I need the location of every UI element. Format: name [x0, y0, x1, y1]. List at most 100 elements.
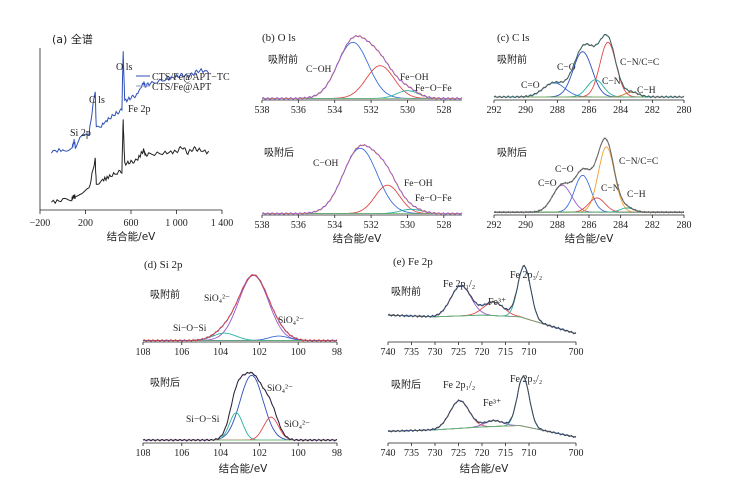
panel-d2-label-siosi: Si−O−Si	[186, 415, 220, 425]
panel-d1-tick-label: 108	[136, 347, 151, 358]
panel-b2-envelope	[261, 143, 463, 215]
panel-c-before: (c) C ls 吸附前 C=O C−O C−N/C=C C−N C−H	[497, 32, 659, 96]
panel-c-label-cncc: C−N/C=C	[620, 58, 659, 68]
panel-e1-tick-label: 720	[475, 347, 490, 358]
panel-a-title: (a) 全谱	[52, 32, 93, 46]
panel-e1-tick-label: 715	[498, 347, 513, 358]
panel-a-tick-label: 1 000	[165, 218, 188, 229]
panel-d2-label-sio4-side: SiO₄²⁻	[284, 420, 310, 430]
panel-d-before: (d) Si 2p 吸附前 SiO₄²⁻ Si−O−Si SiO₄²⁻	[144, 259, 304, 334]
panel-b1-tick-label: 538	[255, 105, 270, 116]
panel-c2-label-cn: C−N	[601, 184, 620, 194]
panel-d1-tick-label: 100	[291, 347, 306, 358]
panel-c1-tick-label: 290	[518, 105, 533, 116]
legend-text-apt: CTS/Fe@APT	[152, 82, 211, 93]
panel-c2-tick-label: 280	[677, 220, 692, 231]
panel-e-before: (e) Fe 2p 吸附前 Fe 2p₁/₂ Fe³⁺ Fe 2p₃/₂	[391, 256, 542, 308]
panel-b1-tick-label: 532	[364, 105, 379, 116]
panel-d2-tick-label: 108	[136, 448, 151, 459]
panel-c-xlabel: 结合能/eV	[565, 232, 614, 245]
panel-c1-plot: 292 290 288 286 284 282 280	[487, 33, 692, 116]
panel-c-label-co: C=O	[521, 81, 540, 91]
panel-e1-tick-label: 735	[404, 347, 419, 358]
panel-e1-baseline	[387, 314, 577, 334]
panel-b-label-coh: C−OH	[306, 65, 332, 75]
panel-d2-tick-label: 102	[252, 448, 267, 459]
panel-e2-plot: 740 735 730 725 720 715 710 700	[381, 375, 584, 459]
panel-e1-tick-label: 725	[451, 347, 466, 358]
panel-d2-tick-label: 104	[213, 448, 228, 459]
panel-d-label-sio4-side: SiO₄²⁻	[278, 316, 304, 326]
panel-b-before-label: 吸附前	[268, 53, 298, 66]
panel-d-after: 吸附后 SiO₄²⁻ Si−O−Si SiO₄²⁻ 结合能/eV	[150, 376, 310, 475]
panel-b1-envelope	[261, 34, 463, 101]
panel-e-title: (e) Fe 2p	[393, 256, 433, 268]
panel-c2-plot: 292 290 288 286 284 282 280	[487, 137, 692, 231]
panel-b-xlabel: 结合能/eV	[333, 232, 382, 245]
panel-e-before-label: 吸附前	[391, 285, 421, 298]
panel-e1-component	[387, 265, 577, 335]
label-o1s: O ls	[116, 62, 133, 73]
panel-d2-plot: 108 106 104 102 100 98	[136, 371, 342, 459]
panel-e2-tick-label: 725	[451, 448, 466, 459]
panel-e1-plot: 740 735 730 725 720 715 710 700	[381, 264, 584, 358]
panel-e2-label-fe3: Fe³⁺	[483, 398, 501, 409]
panel-d1-component	[143, 335, 337, 341]
panel-d-label-siosi: Si−O−Si	[173, 324, 207, 334]
panel-c-label-ch: C−H	[637, 86, 656, 96]
panel-a-tick-label: −200	[30, 218, 51, 229]
panel-c1-tick-label: 280	[677, 105, 692, 116]
panel-b1-tick-label: 536	[291, 105, 306, 116]
panel-d2-tick-label: 100	[291, 448, 306, 459]
label-fe2p: Fe 2p	[128, 104, 151, 115]
panel-e1-tick-label: 710	[522, 347, 537, 358]
panel-c2-label-ch: C−H	[627, 190, 646, 200]
panel-c2-tick-label: 290	[518, 220, 533, 231]
panel-c-label-cn: C−N	[602, 77, 621, 87]
panel-e2-tick-label: 700	[569, 448, 584, 459]
panel-b2-tick-label: 536	[291, 220, 306, 231]
panel-c2-label-c-o: C−O	[555, 165, 574, 175]
panel-e1-tick-label: 730	[428, 347, 443, 358]
panel-e-xlabel: 结合能/eV	[460, 462, 509, 475]
panel-a-series	[50, 51, 210, 205]
panel-a-series-line	[50, 51, 210, 154]
panel-e2-envelope	[387, 375, 577, 439]
panel-b1-tick-label: 530	[400, 105, 415, 116]
panel-d2-label-sio4-main: SiO₄²⁻	[267, 384, 293, 394]
panel-b2-label-feoh: Fe−OH	[404, 179, 433, 189]
panel-d2-tick-label: 106	[174, 448, 189, 459]
panel-c2-tick-label: 288	[550, 220, 565, 231]
panel-a-tick-label: 1 400	[211, 218, 234, 229]
panel-c2-tick-label: 286	[582, 220, 597, 231]
panel-e2-tick-label: 740	[381, 448, 396, 459]
panel-b2-tick-label: 532	[364, 220, 379, 231]
panel-b2-label-feofe: Fe−O−Fe	[415, 194, 452, 204]
panel-d-after-label: 吸附后	[150, 376, 180, 389]
panel-c2-component	[494, 174, 684, 213]
panel-e1-tick-label: 740	[381, 347, 396, 358]
panel-e2-tick-label: 720	[475, 448, 490, 459]
panel-b2-tick-label: 538	[255, 220, 270, 231]
panel-a: (a) 全谱 −200 200 600 1 000 1 400 结合能/eV CTS/F…	[30, 32, 234, 243]
panel-b-after: 吸附后 C−OH Fe−OH Fe−O−Fe 结合能/eV	[264, 146, 452, 245]
panel-a-tick-label: 600	[124, 218, 139, 229]
panel-e1-envelope	[387, 264, 577, 335]
panel-c-before-label: 吸附前	[497, 53, 527, 66]
panel-d2-envelope	[142, 371, 338, 442]
panel-e1-component	[387, 301, 577, 335]
panel-d-title: (d) Si 2p	[144, 259, 183, 271]
panel-a-tick-label: 200	[78, 218, 93, 229]
panel-e1-envelope	[387, 265, 577, 335]
panel-e1-tick-label: 700	[569, 347, 584, 358]
panel-b1-plot: 538 536 534 532 530 528	[255, 34, 463, 116]
panel-e2-tick-label: 735	[404, 448, 419, 459]
panel-c-label-c-o: C−O	[557, 63, 576, 73]
panel-d-before-label: 吸附前	[150, 288, 180, 301]
panel-c-after-label: 吸附后	[497, 146, 527, 159]
panel-c-after: 吸附后 C=O C−O C−N/C=C C−N C−H 结合能/eV	[497, 146, 658, 245]
panel-e-after: 吸附后 Fe 2p₁/₂ Fe³⁺ Fe 2p₃/₂ 结合能/eV	[391, 374, 542, 475]
panel-b-before: (b) O ls 吸附前 C−OH Fe−OH Fe−O−Fe	[262, 32, 452, 94]
panel-a-ticks: −200 200 600 1 000 1 400	[30, 210, 234, 229]
